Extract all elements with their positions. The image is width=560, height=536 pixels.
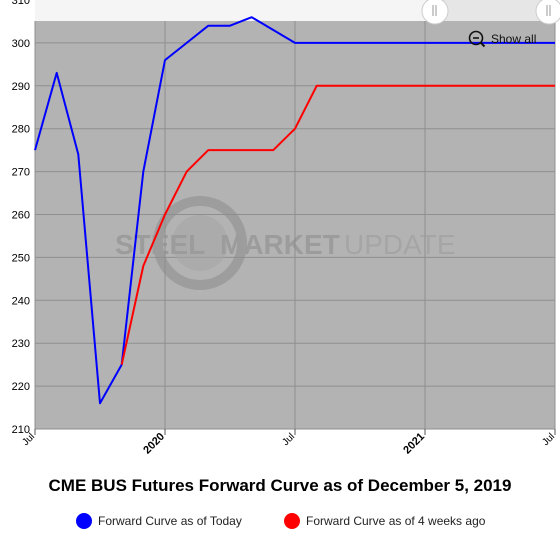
legend-marker-4-weeks-ago: [284, 513, 300, 529]
y-tick-label: 300: [12, 38, 30, 50]
series-line-4-weeks-ago: [120, 84, 555, 365]
navigator-handle-left[interactable]: [421, 0, 449, 25]
y-axis: 210 220 230 240 250 260 270 280 290 300 310: [12, 0, 30, 436]
show-all-button[interactable]: Show all: [468, 28, 536, 50]
legend-label-4-weeks-ago: Forward Curve as of 4 weeks ago: [306, 514, 486, 528]
watermark-word-2: MARKET: [220, 229, 340, 260]
x-axis: Jul 2020 Jul 2021 Jul: [20, 429, 557, 456]
y-tick-label: 290: [12, 81, 30, 93]
chart: STEEL MARKET UPDATE 210 220 230 240 250 260 27…: [12, 0, 560, 456]
y-tick-label: 270: [12, 167, 30, 179]
series-layer: [34, 16, 556, 405]
navigator-selected-range[interactable]: [35, 0, 435, 21]
legend-marker-today: [76, 513, 92, 529]
y-tick-label: 230: [12, 338, 30, 350]
watermark-logo: STEEL MARKET UPDATE: [115, 196, 456, 290]
legend-item-today[interactable]: Forward Curve as of Today: [76, 513, 242, 529]
legend-item-4-weeks-ago[interactable]: Forward Curve as of 4 weeks ago: [284, 513, 485, 529]
y-tick-label: 250: [12, 252, 30, 264]
y-tick-label: 260: [12, 210, 30, 222]
y-tick-label: 210: [12, 424, 30, 436]
legend-label-today: Forward Curve as of Today: [98, 514, 242, 528]
y-tick-label: 240: [12, 295, 30, 307]
zoom-out-icon: [468, 30, 486, 48]
legend: Forward Curve as of Today Forward Curve …: [0, 513, 560, 535]
y-tick-label: 310: [12, 0, 30, 7]
navigator-handle-right[interactable]: [535, 0, 560, 25]
show-all-label: Show all: [491, 32, 537, 46]
watermark-word-1: STEEL: [115, 229, 205, 260]
chart-title: CME BUS Futures Forward Curve as of Dece…: [48, 476, 512, 495]
watermark-word-3: UPDATE: [344, 229, 456, 260]
series-line-today: [34, 16, 555, 405]
y-tick-label: 280: [12, 124, 30, 136]
x-tick-label: 2021: [401, 431, 427, 457]
x-tick-label: 2020: [141, 431, 167, 457]
y-tick-label: 220: [12, 381, 30, 393]
